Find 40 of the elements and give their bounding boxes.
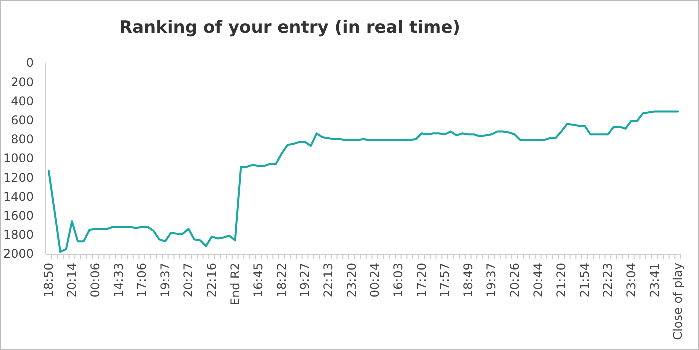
x-tick-label: 23:20 [344,263,359,298]
x-tick-label: 17:20 [414,263,429,298]
x-tick-label: 23:04 [624,263,638,298]
x-tick-label: 17:06 [135,263,150,298]
x-tick-label: Close of play [671,263,686,340]
y-tick-label: 800 [11,132,34,147]
y-tick-label: 1600 [3,209,34,223]
x-tick-label: 19:37 [158,263,172,298]
x-tick-label: 22:13 [322,263,336,298]
y-tick-label: 200 [11,75,34,90]
x-tick-label: 00:24 [368,263,382,298]
x-tick-label: 21:20 [554,263,569,298]
x-tick-label: 18:22 [274,263,289,298]
chart-title: Ranking of your entry (in real time) [119,18,461,38]
x-tick-label: 21:54 [578,263,592,298]
y-tick-label: 1200 [3,170,34,185]
x-tick-label: 22:16 [205,263,220,298]
x-tick-label: 00:06 [88,263,103,298]
x-tick-label: 22:23 [601,263,616,298]
x-tick-label: 23:41 [648,263,662,298]
x-tick-label: 18:50 [42,263,56,298]
y-tick-label: 1400 [3,190,34,204]
x-tick-label: 18:49 [461,263,476,298]
x-tick-label: 19:37 [484,263,499,298]
x-tick-label: 20:14 [65,263,80,298]
x-tick-label: 20:26 [508,263,522,298]
y-tick-label: 1800 [3,228,34,242]
x-tick-label: 16:03 [391,263,406,298]
y-tick-label: 0 [26,56,34,70]
x-tick-label: 16:45 [252,263,266,298]
x-tick-label: 20:27 [182,263,196,298]
y-tick-label: 600 [11,114,34,128]
x-tick-label: End R2 [228,263,242,306]
y-tick-label: 400 [11,94,34,108]
x-tick-label: 19:27 [298,263,312,298]
x-tick-label: 14:33 [112,263,126,298]
x-tick-label: 17:57 [438,263,452,298]
y-tick-label: 1000 [3,152,34,166]
y-tick-label: 2000 [3,247,34,262]
x-tick-label: 20:44 [531,263,546,298]
